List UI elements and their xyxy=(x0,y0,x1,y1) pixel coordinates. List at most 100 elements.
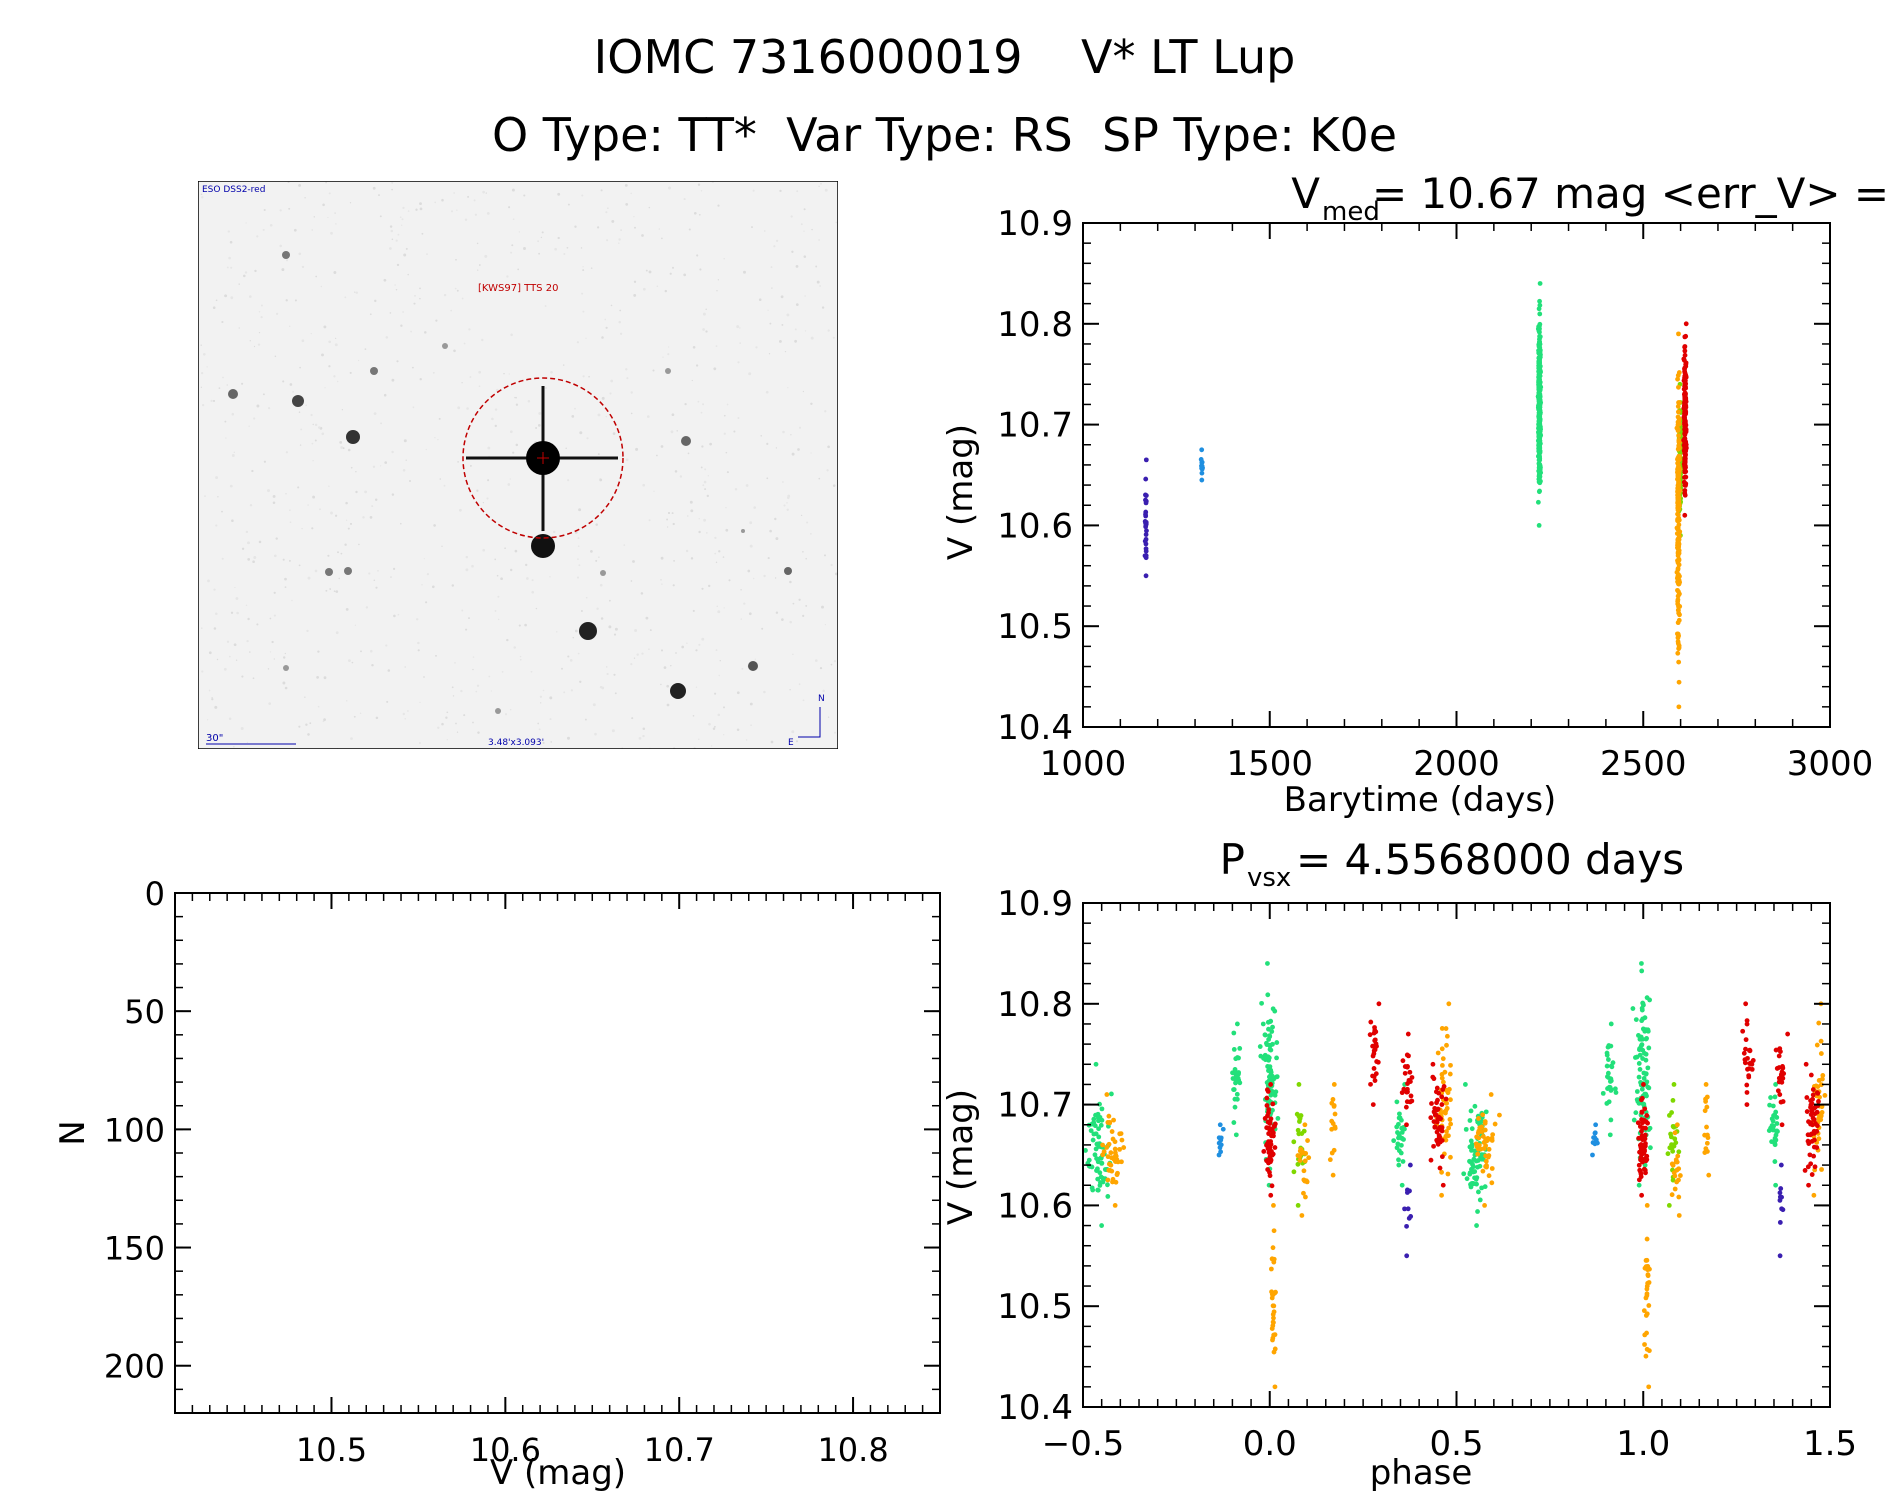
sky-speckle xyxy=(274,355,277,358)
sky-speckle xyxy=(362,516,365,519)
phase-point xyxy=(1471,1156,1477,1162)
phase-point xyxy=(1259,1000,1264,1006)
phase-point xyxy=(1776,1053,1782,1059)
phase-point xyxy=(1643,1125,1648,1131)
sky-speckle xyxy=(642,734,645,738)
sky-speckle xyxy=(267,406,271,410)
lightcurve-point xyxy=(1682,348,1688,354)
phase-point xyxy=(1463,1126,1469,1132)
sky-speckle xyxy=(328,365,331,368)
sky-speckle xyxy=(821,605,824,609)
phase-point xyxy=(1095,1166,1100,1172)
sky-speckle xyxy=(461,609,464,612)
phase-point xyxy=(1444,1129,1449,1134)
sky-speckle xyxy=(693,211,697,215)
sky-speckle xyxy=(547,286,551,290)
phase-point xyxy=(1802,1168,1808,1173)
sky-speckle xyxy=(491,417,494,421)
sky-speckle xyxy=(501,670,504,673)
sky-speckle xyxy=(467,195,470,198)
sky-speckle xyxy=(487,446,491,450)
sky-speckle xyxy=(795,303,799,306)
sky-speckle xyxy=(537,722,540,725)
sky-speckle xyxy=(256,404,260,408)
phase-point xyxy=(1768,1095,1773,1100)
phase-y-tick-label: 10.4 xyxy=(997,1388,1073,1428)
sky-speckle xyxy=(567,203,570,206)
phase-point xyxy=(1475,1151,1481,1157)
phase-point xyxy=(1329,1150,1335,1156)
sky-speckle xyxy=(770,266,773,269)
sky-speckle xyxy=(630,663,633,666)
sky-speckle xyxy=(586,437,589,440)
phase-point xyxy=(1440,1079,1446,1085)
phase-point xyxy=(1744,1021,1750,1027)
sky-speckle xyxy=(269,617,272,620)
sky-speckle xyxy=(465,555,469,559)
phase-point xyxy=(1609,1064,1615,1070)
phase-point xyxy=(1639,1128,1644,1134)
sky-speckle xyxy=(330,511,333,515)
sky-speckle xyxy=(389,225,393,228)
phase-point xyxy=(1640,1047,1646,1053)
sky-speckle xyxy=(284,652,286,655)
sky-speckle xyxy=(319,508,321,511)
sky-speckle xyxy=(463,714,466,717)
phase-point xyxy=(1640,1136,1645,1142)
phase-point xyxy=(1231,1030,1237,1036)
sky-speckle xyxy=(695,364,699,367)
sky-speckle xyxy=(421,583,423,586)
sky-speckle xyxy=(518,231,521,233)
phase-point xyxy=(1270,1101,1276,1107)
sky-speckle xyxy=(795,740,799,743)
phase-point xyxy=(1631,1117,1637,1123)
sky-speckle xyxy=(736,325,740,329)
phase-point xyxy=(1607,1132,1613,1138)
sky-speckle xyxy=(830,563,833,567)
sky-speckle xyxy=(707,584,711,588)
sky-speckle xyxy=(297,486,300,489)
sky-speckle xyxy=(613,673,616,676)
sky-speckle xyxy=(472,656,475,658)
sky-speckle xyxy=(211,697,213,699)
sky-speckle xyxy=(662,356,664,358)
phase-point xyxy=(1638,1157,1643,1163)
phase-point xyxy=(1430,1061,1436,1067)
phase-point xyxy=(1260,1021,1266,1027)
lightcurve-point xyxy=(1143,511,1148,517)
phase-point xyxy=(1436,1114,1442,1120)
sky-speckle xyxy=(230,611,234,614)
lightcurve-point xyxy=(1536,489,1542,495)
sky-speckle xyxy=(453,349,456,353)
phase-point xyxy=(1295,1153,1301,1158)
phase-point xyxy=(1368,1019,1374,1025)
phase-point xyxy=(1294,1111,1300,1117)
sky-speckle xyxy=(810,452,812,454)
phase-point xyxy=(1398,1150,1404,1156)
sky-speckle xyxy=(200,344,202,346)
phase-point xyxy=(1272,1145,1278,1150)
sky-speckle xyxy=(500,577,503,581)
phase-point xyxy=(1633,1017,1639,1022)
phase-point xyxy=(1469,1166,1474,1172)
sky-speckle xyxy=(334,337,337,340)
object-label: [KWS97] TTS 20 xyxy=(478,283,558,294)
sky-speckle xyxy=(299,366,301,369)
sky-speckle xyxy=(585,337,587,339)
sky-speckle xyxy=(301,527,303,530)
sky-speckle xyxy=(247,617,250,621)
sky-speckle xyxy=(802,550,804,553)
field-star xyxy=(344,567,352,575)
phase-point xyxy=(1108,1150,1114,1156)
phase-point xyxy=(1301,1168,1307,1174)
lightcurve-point xyxy=(1537,302,1543,308)
phase-point xyxy=(1604,1063,1610,1069)
phase-point xyxy=(1266,1107,1272,1113)
sky-speckle xyxy=(348,659,351,662)
sky-speckle xyxy=(599,583,603,587)
sky-speckle xyxy=(221,557,224,560)
sky-speckle xyxy=(540,702,542,704)
sky-speckle xyxy=(401,218,404,221)
sky-speckle xyxy=(323,325,327,329)
sky-speckle xyxy=(494,609,497,612)
